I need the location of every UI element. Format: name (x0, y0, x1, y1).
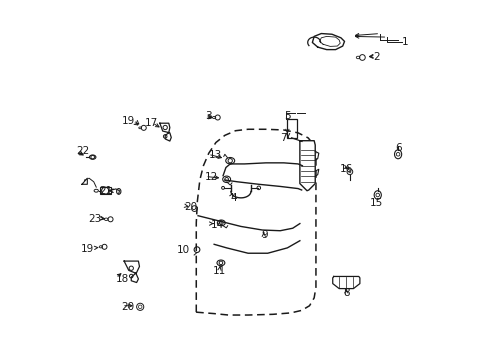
Polygon shape (160, 123, 171, 141)
Text: 8: 8 (342, 288, 349, 297)
Text: 20: 20 (121, 302, 134, 312)
Text: 18: 18 (116, 274, 129, 284)
Text: 6: 6 (394, 143, 401, 153)
Polygon shape (332, 276, 359, 289)
Polygon shape (299, 141, 315, 191)
Text: 19: 19 (122, 116, 135, 126)
Polygon shape (100, 187, 110, 194)
Text: 2: 2 (372, 52, 379, 62)
Text: 5: 5 (284, 111, 290, 121)
Bar (100, 187, 110, 194)
Polygon shape (160, 123, 169, 135)
Text: 16: 16 (339, 164, 352, 174)
Text: 21: 21 (99, 186, 112, 196)
Text: 1: 1 (401, 37, 407, 48)
Text: 9: 9 (261, 230, 267, 240)
Text: 4: 4 (230, 193, 236, 203)
Text: 23: 23 (88, 213, 102, 224)
Polygon shape (82, 178, 87, 184)
Text: 11: 11 (212, 266, 225, 276)
Polygon shape (124, 261, 139, 277)
Text: 3: 3 (205, 111, 211, 121)
Text: 17: 17 (145, 118, 158, 128)
Text: 7: 7 (280, 133, 286, 143)
Bar (286, 119, 296, 138)
Text: 14: 14 (210, 220, 224, 230)
Polygon shape (312, 33, 344, 50)
Text: 15: 15 (369, 198, 383, 208)
Text: 19: 19 (81, 244, 94, 253)
Text: 13: 13 (208, 150, 222, 160)
Text: 22: 22 (77, 147, 90, 157)
Polygon shape (124, 261, 139, 283)
Text: 12: 12 (205, 172, 218, 182)
Text: 20: 20 (183, 202, 197, 212)
Text: 10: 10 (177, 245, 190, 255)
